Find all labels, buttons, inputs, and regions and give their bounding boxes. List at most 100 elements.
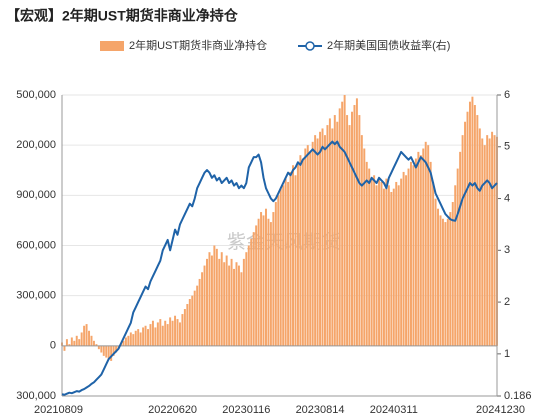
bar [112,345,115,356]
bar [454,185,457,346]
bar [63,345,66,351]
x-tick-label: 20240311 [370,404,418,416]
y2-tick-label: 0.186 [504,390,532,402]
bar [178,322,181,346]
bar [289,171,292,346]
bar [233,268,236,346]
bar [343,95,346,346]
bar [378,178,381,346]
bar [247,245,250,346]
bar [235,262,238,346]
bar [124,337,127,346]
bar [299,155,302,346]
bar [486,135,489,346]
bar [328,118,331,346]
bar [137,329,140,346]
bar [338,108,341,346]
bar [203,265,206,346]
bar [488,138,491,346]
bar [105,345,108,358]
y2-tick-label: 5 [504,141,510,153]
y2-tick-label: 2 [504,296,510,308]
bar [245,252,248,346]
bar [481,138,484,346]
bar [83,325,86,346]
y2-tick-label: 1 [504,348,510,360]
bar [284,178,287,346]
bar [161,325,164,346]
bar [434,198,437,346]
bar [206,258,208,346]
bar [424,141,427,346]
bar [360,135,363,346]
bar [80,332,83,346]
bar [174,315,177,346]
bar [464,121,467,346]
bar [292,165,294,346]
bar [70,337,73,346]
bar [193,290,196,346]
bar [159,319,162,346]
x-tick-label: 20220620 [148,404,197,416]
bar [493,135,496,346]
bar [380,181,383,346]
bar [97,345,100,350]
bar [134,330,137,346]
bar [142,327,145,346]
bar [191,295,194,346]
bar [471,96,474,346]
bar [321,128,324,346]
bar [132,334,135,346]
bar [252,232,255,346]
bar [215,248,218,346]
bar [316,138,319,346]
bar [223,262,226,346]
y-tick-label: 600,000 [16,239,56,251]
bar [282,185,285,346]
bar [267,218,270,346]
x-tick-label: 20241230 [476,404,525,416]
bar [240,272,243,346]
bar [368,168,371,346]
bar [363,148,366,346]
bar [348,125,351,346]
bar [262,215,265,346]
bar [429,161,432,346]
bar [196,285,199,346]
bar [319,131,322,346]
bar [164,320,167,346]
bar [213,245,216,346]
bar [353,105,356,346]
bar [257,218,260,346]
bar [400,178,403,346]
bar [242,258,245,346]
y-tick-label: 300,000 [16,290,56,302]
bar [402,171,405,346]
bar [331,128,334,346]
bar [92,340,95,346]
bar [395,181,398,346]
bar [456,168,459,346]
legend-swatch [100,41,124,51]
bar [188,299,191,346]
y-tick-label: 300,000 [16,390,56,402]
bar [466,111,469,346]
bar [90,335,93,346]
bar [100,345,103,353]
y-tick-label: 0 [50,340,56,352]
bar [269,222,272,346]
bar [385,178,388,346]
bar [296,161,299,346]
bar [201,272,204,346]
bar [412,165,415,346]
chart-title: 【宏观】2年期UST期货非商业净持仓 [6,8,239,24]
bar [166,324,169,346]
bar [355,98,358,346]
bar [304,148,307,346]
bar [176,319,179,346]
bar [255,225,258,346]
bar [225,255,228,346]
bar [287,181,290,346]
bar [306,145,309,346]
